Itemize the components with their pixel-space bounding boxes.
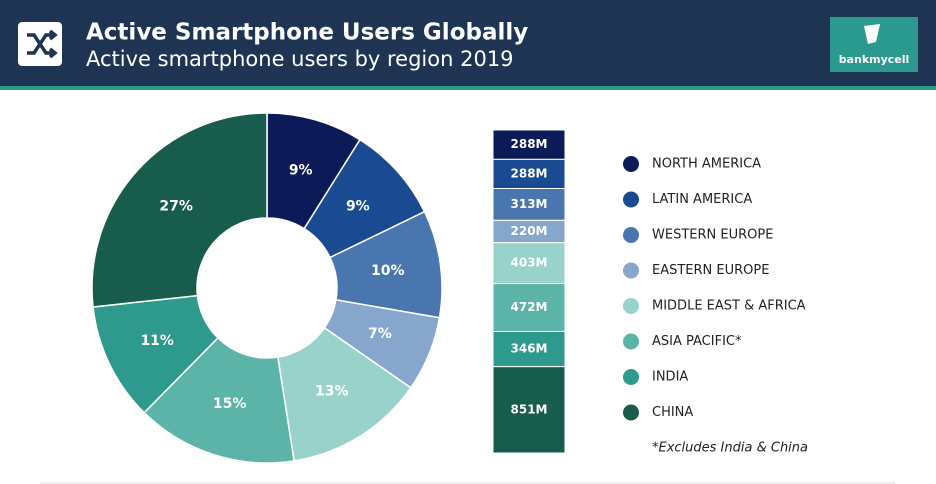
slice-label: 10% [371, 263, 405, 279]
bar-segment [492, 129, 566, 160]
legend-label: WESTERN EUROPE [652, 228, 773, 243]
bar-segment [492, 366, 566, 454]
header-rule [0, 86, 936, 90]
bar-label: 346M [511, 342, 548, 356]
bar-label: 472M [511, 300, 548, 314]
slice-label: 15% [213, 396, 247, 412]
legend-label: ASIA PACIFIC* [652, 334, 742, 349]
bar-segment [492, 242, 566, 285]
slice-label: 9% [346, 199, 370, 215]
slice-label: 27% [159, 199, 193, 215]
legend-swatch [623, 369, 639, 385]
bar-segment [492, 283, 566, 332]
legend-label: NORTH AMERICA [652, 157, 761, 172]
bar-segment [492, 158, 566, 189]
title: Active Smartphone Users Globally [86, 20, 528, 46]
legend-swatch [623, 191, 639, 208]
bar-label: 220M [511, 224, 548, 238]
legend-swatch [623, 298, 639, 314]
slice-label: 7% [368, 326, 392, 342]
legend-swatch [623, 227, 639, 243]
slice-label: 11% [140, 333, 174, 349]
donut-slice [143, 336, 295, 464]
subtitle: Active smartphone users by region 2019 [86, 47, 514, 71]
header-bar [0, 0, 936, 86]
logo-text: bankmycell [839, 53, 910, 66]
legend-swatch [623, 262, 639, 279]
slice-label: 13% [315, 383, 349, 399]
legend-swatch [623, 404, 639, 421]
footnote: *Excludes India & China [652, 441, 808, 456]
donut-slice [91, 112, 268, 308]
legend-label: EASTERN EUROPE [652, 263, 769, 278]
shuffle-icon [27, 29, 58, 59]
legend-label: CHINA [652, 405, 693, 420]
legend-label: LATIN AMERICA [652, 192, 752, 207]
bar-segment [492, 330, 566, 368]
bar-label: 851M [511, 402, 548, 416]
legend-swatch [623, 333, 639, 350]
slice-label: 9% [289, 163, 313, 179]
legend-swatch [623, 156, 639, 172]
bar-label: 313M [511, 197, 548, 211]
bar-label: 403M [511, 256, 548, 270]
legend-label: MIDDLE EAST & AFRICA [652, 299, 806, 314]
bar-label: 288M [511, 166, 548, 180]
logo-mark [864, 24, 880, 44]
bar-label: 288M [511, 137, 548, 151]
legend-label: INDIA [652, 370, 688, 385]
